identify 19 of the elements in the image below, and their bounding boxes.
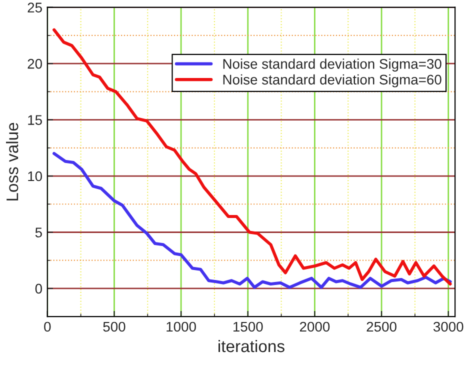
line-series <box>52 152 452 289</box>
x-axis-title: iterations <box>218 340 284 352</box>
y-tick-label: 15 <box>28 115 42 125</box>
y-tick-label: 20 <box>28 58 42 69</box>
y-tick-label: 5 <box>35 228 42 238</box>
x-tick-label: 1000 <box>166 322 196 332</box>
x-tick-label: 2500 <box>366 322 396 332</box>
y-tick-label: 10 <box>28 171 42 182</box>
x-tick-label: 1500 <box>233 322 263 332</box>
y-axis-title: Loss value <box>6 122 18 200</box>
line-series <box>52 28 452 286</box>
y-tick-label: 25 <box>28 2 42 12</box>
legend-label: Noise standard deviation Sigma=30 <box>223 58 442 72</box>
y-tick-label: 0 <box>35 284 42 294</box>
x-tick-label: 2000 <box>300 322 330 332</box>
x-tick-label: 500 <box>103 322 126 332</box>
x-tick-label: 3000 <box>433 322 464 332</box>
legend-label: Noise standard deviation Sigma=60 <box>223 74 442 88</box>
x-tick-label: 0 <box>44 322 51 332</box>
